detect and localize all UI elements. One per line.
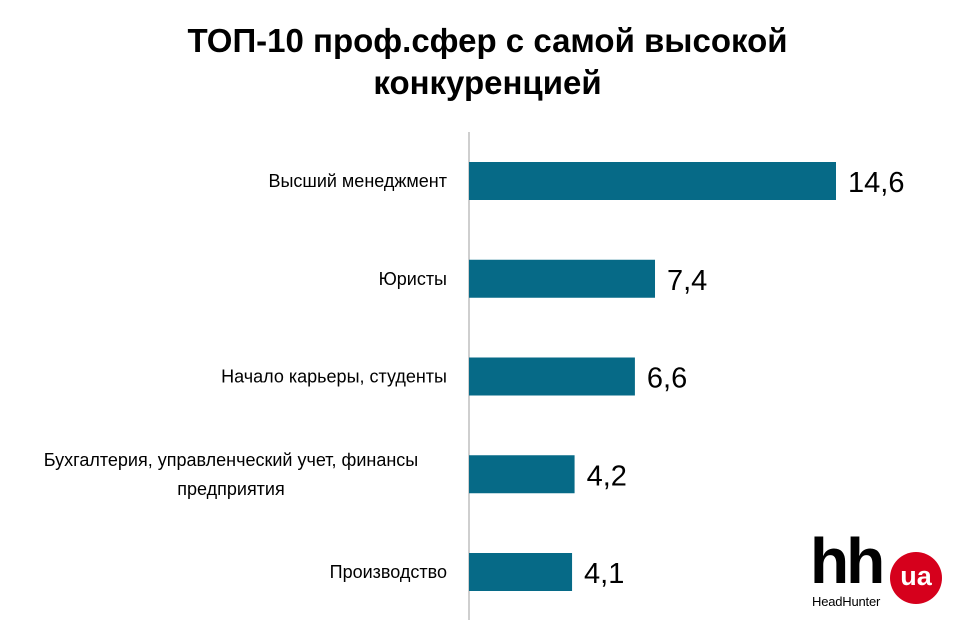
chart-title-line-1: ТОП-10 проф.сфер с самой высокой — [187, 22, 788, 59]
category-label-5: Производство — [330, 562, 447, 582]
value-label-5: 4,1 — [584, 558, 624, 590]
labels-group: 14,6 Высший менеджмент 7,4 Юристы 6,6 Начало … — [44, 167, 905, 590]
bar-5 — [469, 553, 573, 591]
chart-title: ТОП-10 проф.сфер с самой высокой конкуре… — [0, 20, 975, 104]
value-label-4: 4,2 — [587, 460, 627, 492]
category-label-line: Высший менеджмент — [268, 171, 447, 191]
bars-group — [469, 162, 836, 591]
logo-ua-badge: ua — [890, 552, 942, 604]
category-label-line: предприятия — [177, 479, 284, 499]
value-label-3: 6,6 — [647, 363, 687, 395]
value-label-2: 7,4 — [667, 265, 707, 297]
category-label-2: Юристы — [379, 269, 447, 289]
value-label-1: 14,6 — [848, 167, 904, 199]
category-label-4: Бухгалтерия, управленческий учет, финанс… — [44, 450, 418, 499]
chart-title-line-2: конкуренцией — [373, 64, 602, 101]
logo-hh-mark: hh — [810, 525, 885, 597]
bar-4 — [469, 455, 575, 494]
category-label-line: Юристы — [379, 269, 447, 289]
category-label-3: Начало карьеры, студенты — [221, 367, 447, 387]
bar-1 — [469, 162, 836, 200]
logo-brand-text: HeadHunter — [812, 594, 881, 609]
category-label-line: Производство — [330, 562, 447, 582]
bar-2 — [469, 259, 656, 298]
category-label-line: Начало карьеры, студенты — [221, 367, 447, 387]
category-label-line: Бухгалтерия, управленческий учет, финанс… — [44, 450, 418, 470]
headhunter-logo: hh ua HeadHunter — [810, 526, 945, 620]
category-label-1: Высший менеджмент — [268, 171, 447, 191]
bar-3 — [469, 357, 635, 396]
